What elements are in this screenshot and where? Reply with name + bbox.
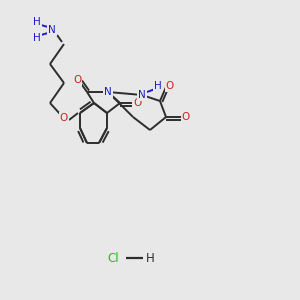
Text: O: O <box>60 113 68 123</box>
Text: H: H <box>33 33 41 43</box>
Text: H: H <box>146 251 154 265</box>
Text: O: O <box>166 81 174 91</box>
Text: H: H <box>154 81 162 91</box>
Text: N: N <box>48 25 56 35</box>
Text: Cl: Cl <box>107 251 119 265</box>
Text: O: O <box>133 98 141 108</box>
Text: O: O <box>73 75 81 85</box>
Text: H: H <box>33 17 41 27</box>
Text: N: N <box>104 87 112 97</box>
Text: N: N <box>138 90 146 100</box>
Text: O: O <box>182 112 190 122</box>
